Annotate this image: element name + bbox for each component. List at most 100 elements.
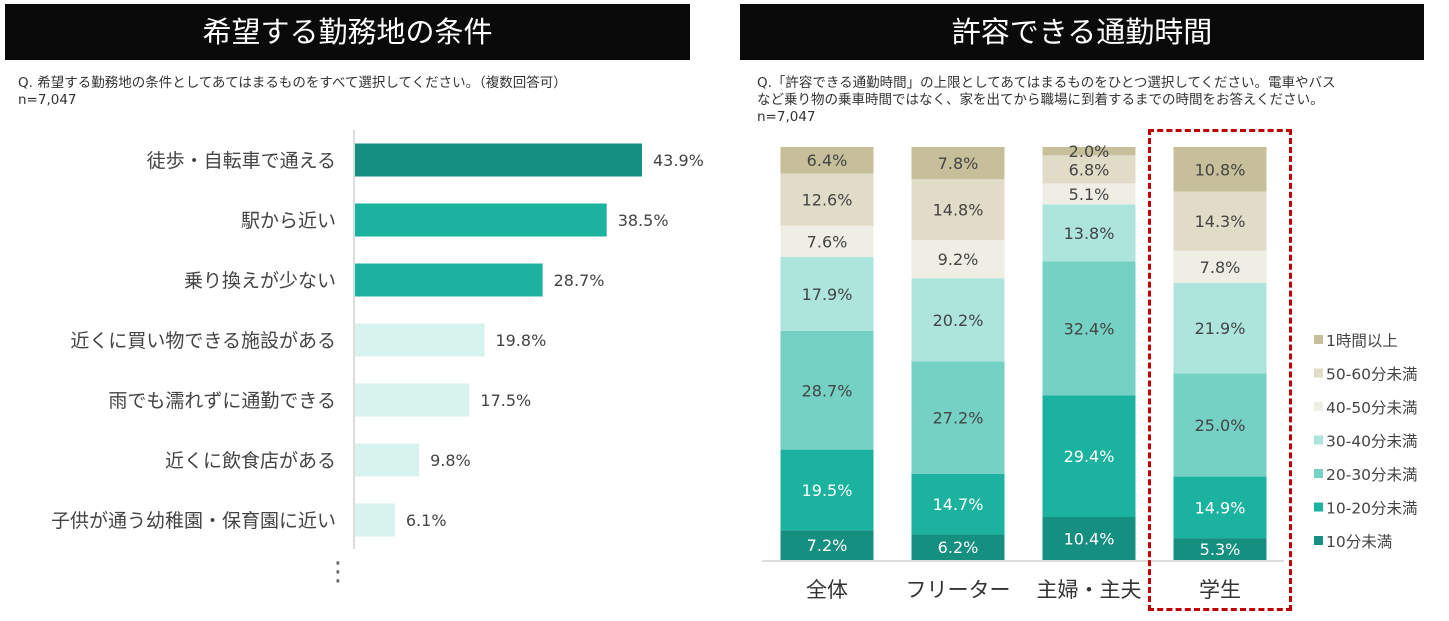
legend-swatch <box>1314 368 1323 378</box>
right-chart-title: 許容できる通勤時間 <box>740 4 1424 60</box>
legend-swatch <box>1314 469 1323 478</box>
stacked-segment <box>780 225 874 257</box>
segment-value-label: 27.2% <box>933 409 984 428</box>
x-category-label: 全体 <box>806 578 848 602</box>
stacked-segment <box>780 256 874 331</box>
stacked-segment <box>1173 250 1267 283</box>
stacked-segment <box>1173 147 1267 192</box>
bar <box>355 383 470 417</box>
segment-value-label: 14.8% <box>933 201 984 220</box>
stacked-segment <box>911 147 1005 180</box>
segment-value-label: 5.1% <box>1069 185 1110 204</box>
stacked-segment <box>911 179 1005 241</box>
segment-value-label: 7.8% <box>1200 258 1241 277</box>
segment-value-label: 14.9% <box>1195 498 1246 517</box>
stacked-segment <box>780 173 874 226</box>
stacked-segment <box>1042 147 1136 156</box>
bar <box>355 323 485 357</box>
segment-value-label: 2.0% <box>1069 142 1110 161</box>
category-label: 雨でも濡れずに通勤できる <box>108 390 336 412</box>
category-label: 近くに飲食店がある <box>165 450 336 472</box>
stacked-segment <box>1042 517 1136 560</box>
legend-label: 10分未満 <box>1326 533 1392 551</box>
legend-swatch <box>1314 502 1323 512</box>
legend-swatch <box>1314 402 1323 411</box>
segment-value-label: 13.8% <box>1064 224 1115 243</box>
segment-value-label: 12.6% <box>802 191 853 210</box>
stacked-segment <box>1173 476 1267 539</box>
category-label: 近くに買い物できる施設がある <box>70 330 336 352</box>
stacked-segment <box>911 534 1005 560</box>
segment-value-label: 7.8% <box>938 154 979 173</box>
segment-value-label: 29.4% <box>1064 447 1115 466</box>
category-label: 乗り換えが少ない <box>184 270 336 292</box>
bar <box>355 263 543 297</box>
stacked-segment <box>1042 183 1136 205</box>
student-highlight-box <box>1148 129 1292 611</box>
bar-value-label: 6.1% <box>406 511 447 530</box>
segment-value-label: 17.9% <box>802 285 853 304</box>
stacked-segment <box>780 330 874 450</box>
stacked-segment <box>911 240 1005 279</box>
legend-swatch <box>1314 335 1323 344</box>
legend-label: 30-40分未満 <box>1326 433 1418 451</box>
legend-label: 50-60分未満 <box>1326 366 1418 384</box>
left-chart-title: 希望する勤務地の条件 <box>5 4 690 60</box>
bar-value-label: 17.5% <box>480 391 531 410</box>
category-label: 徒歩・自転車で通える <box>147 150 336 172</box>
x-category-label: 主婦・主夫 <box>1037 578 1142 602</box>
stacked-segment <box>1042 204 1136 262</box>
category-label: 駅から近い <box>241 210 336 232</box>
more-items-indicator: ⋮ <box>325 557 351 587</box>
stacked-segment <box>911 278 1005 362</box>
segment-value-label: 5.3% <box>1200 540 1241 559</box>
legend-label: 10-20分未満 <box>1326 500 1418 518</box>
stacked-segment <box>780 530 874 560</box>
bar <box>355 443 420 477</box>
bar <box>355 143 642 177</box>
stacked-segment <box>1042 155 1136 184</box>
left-question-text: Q. 希望する勤務地の条件としてあてはまるものをすべて選択してください。（複数回… <box>18 75 567 108</box>
legend-swatch <box>1314 536 1323 545</box>
segment-value-label: 14.3% <box>1195 212 1246 231</box>
x-category-label: 学生 <box>1199 578 1241 602</box>
segment-value-label: 28.7% <box>802 381 853 400</box>
segment-value-label: 7.6% <box>807 232 848 251</box>
right-question-text: Q.「許容できる通勤時間」の上限としてあてはまるものをひとつ選択してください。電… <box>757 75 1336 125</box>
legend-label: 1時間以上 <box>1326 332 1398 350</box>
stacked-segment <box>911 361 1005 474</box>
bar <box>355 203 607 237</box>
bar-value-label: 28.7% <box>554 271 605 290</box>
segment-value-label: 25.0% <box>1195 416 1246 435</box>
stacked-segment <box>1042 395 1136 518</box>
legend-label: 20-30分未満 <box>1326 466 1418 484</box>
segment-value-label: 10.8% <box>1195 160 1246 179</box>
segment-value-label: 10.4% <box>1064 530 1115 549</box>
category-label: 子供が通う幼稚園・保育園に近い <box>51 510 336 532</box>
stacked-segment <box>1173 282 1267 374</box>
segment-value-label: 14.7% <box>933 495 984 514</box>
workplace-conditions-bar-chart: 徒歩・自転車で通える 43.9% 駅から近い 38.5% 乗り換えが少ない 28.7% 近く… <box>51 130 704 549</box>
bar-value-label: 9.8% <box>430 451 471 470</box>
stacked-segment <box>911 473 1005 535</box>
stacked-segment <box>1173 538 1267 560</box>
bar-value-label: 38.5% <box>618 211 669 230</box>
segment-value-label: 6.4% <box>807 151 848 170</box>
segment-value-label: 6.2% <box>938 538 979 557</box>
x-category-label: フリーター <box>906 578 1011 602</box>
stacked-segment <box>780 449 874 531</box>
bar-value-label: 43.9% <box>653 151 704 170</box>
stacked-segment <box>1173 373 1267 477</box>
stacked-segment <box>1173 191 1267 251</box>
segment-value-label: 19.5% <box>802 481 853 500</box>
legend-swatch <box>1314 435 1323 445</box>
stacked-segment <box>780 147 874 174</box>
segment-value-label: 21.9% <box>1195 319 1246 338</box>
segment-value-label: 6.8% <box>1069 160 1110 179</box>
bar <box>355 503 395 537</box>
segment-value-label: 32.4% <box>1064 319 1115 338</box>
stacked-segment <box>1042 261 1136 396</box>
segment-value-label: 20.2% <box>933 311 984 330</box>
segment-value-label: 7.2% <box>807 536 848 555</box>
